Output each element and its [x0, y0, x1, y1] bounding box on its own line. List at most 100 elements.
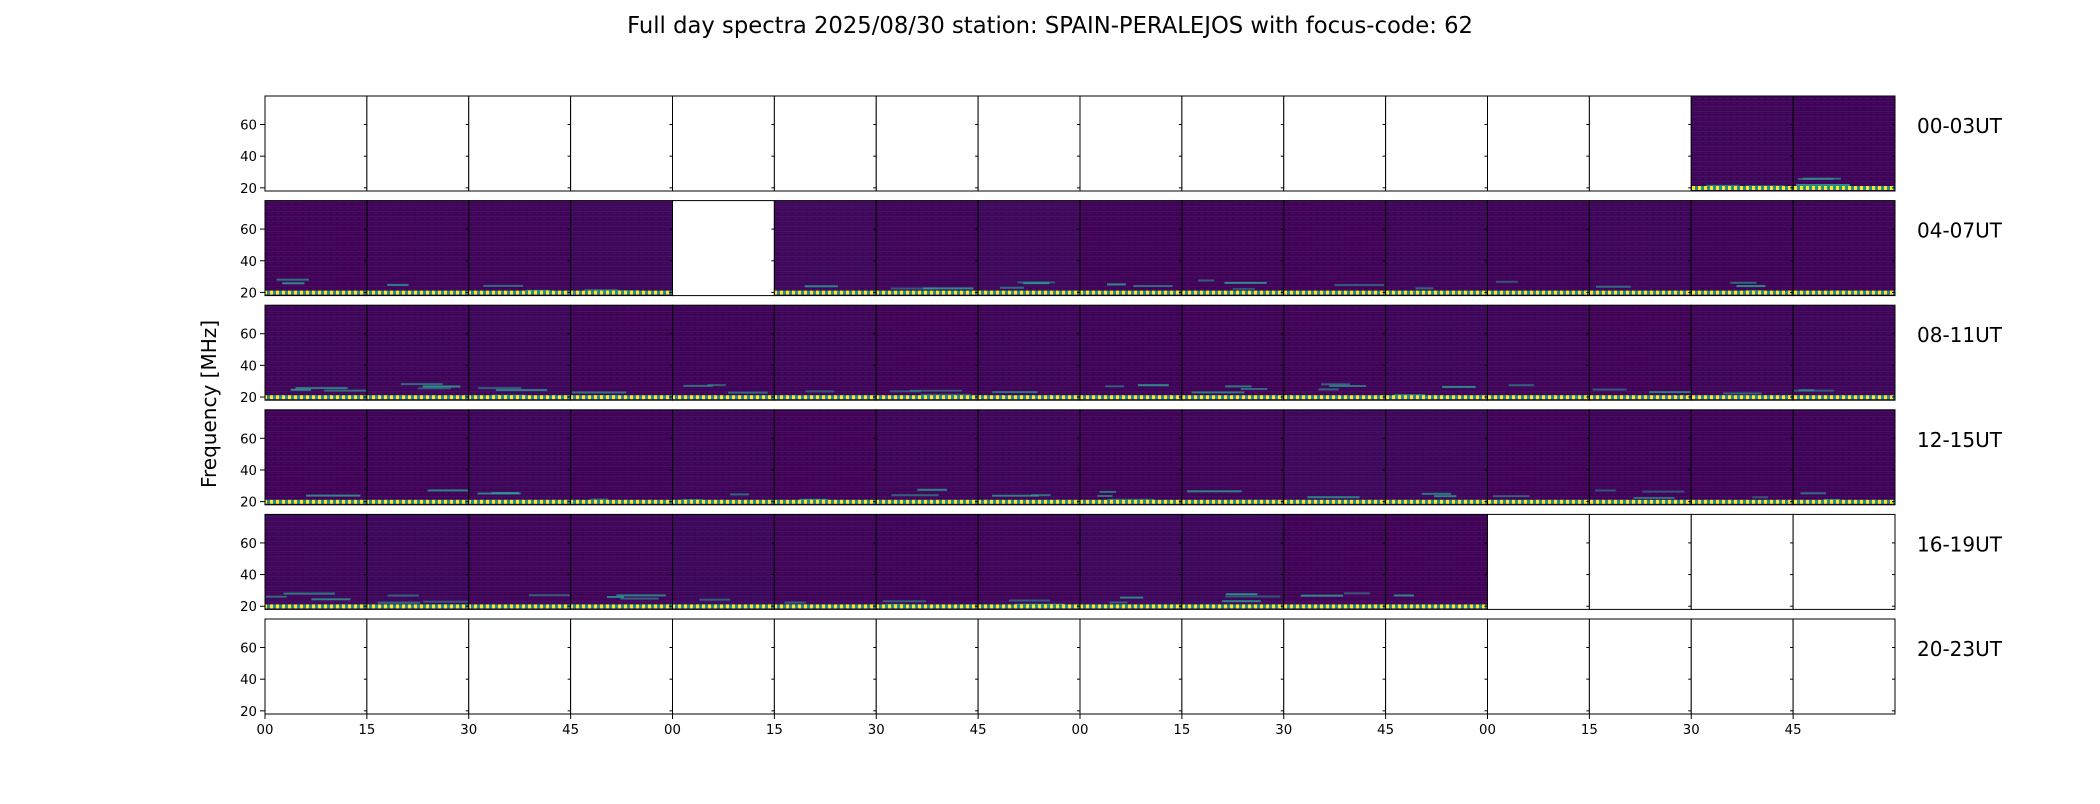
spectrum-heatmap [1080, 409, 1182, 505]
band-marker [1080, 499, 1182, 504]
emission-streak [1493, 495, 1530, 498]
band-marker [1385, 395, 1488, 400]
emission-streak [1802, 177, 1841, 180]
spectrum-tint [468, 305, 571, 401]
spectra-row: 20 40 60 12-15UT [240, 409, 2003, 511]
emission-streak [1415, 287, 1434, 290]
spectrum-heatmap [1691, 200, 1794, 296]
spectrum-panel [1079, 95, 1183, 192]
spectrum-heatmap [1487, 409, 1590, 505]
spectrum-panel [1181, 95, 1285, 192]
emission-streak [417, 387, 451, 390]
spectrum-panel [773, 513, 877, 610]
spectrum-panel [1792, 618, 1896, 715]
empty-panel [366, 619, 469, 714]
spectrum-panel [264, 304, 368, 401]
band-marker [672, 395, 775, 400]
spectrum-heatmap [366, 200, 469, 296]
empty-panel [1283, 96, 1386, 191]
emission-streak [1240, 388, 1268, 390]
y-tick-label: 60 [240, 537, 257, 552]
empty-panel [672, 619, 775, 714]
band-marker [876, 499, 979, 504]
emission-streak [923, 287, 974, 290]
x-tick-label: 45 [562, 723, 579, 738]
band-marker [1181, 604, 1284, 609]
spectrum-panel [1487, 95, 1590, 192]
emission-streak [1642, 490, 1685, 493]
band-marker [366, 290, 469, 295]
spectrum-panel [1487, 513, 1590, 610]
spectrum-heatmap [1487, 305, 1590, 401]
row-time-label: 08-11UT [1917, 323, 2003, 347]
band-marker [265, 499, 367, 504]
emission-streak [707, 384, 726, 387]
emission-streak [1334, 284, 1385, 286]
emission-streak [283, 592, 335, 595]
emission-streak [1109, 601, 1128, 604]
chart-title: Full day spectra 2025/08/30 station: SPA… [627, 13, 1473, 39]
spectrum-heatmap [1691, 409, 1794, 505]
emission-streak [1307, 496, 1360, 499]
spectrum-panel [875, 513, 979, 610]
emission-streak [1191, 391, 1245, 394]
band-marker [1691, 186, 1794, 190]
emission-streak [571, 391, 627, 394]
spectrum-panel [1385, 618, 1488, 715]
band-marker [265, 290, 367, 295]
spectrum-heatmap [1691, 305, 1794, 401]
band-marker [366, 604, 469, 609]
spectrum-tint [978, 305, 1080, 401]
band-marker [1793, 395, 1895, 400]
emission-streak [1097, 495, 1113, 497]
emission-streak [1133, 285, 1173, 288]
emission-streak [1800, 492, 1826, 495]
spectrum-panel [1690, 513, 1794, 610]
emission-streak [1596, 285, 1631, 288]
spectrum-panel [468, 304, 572, 401]
spectrum-panel [1385, 200, 1488, 297]
emission-streak [882, 600, 926, 603]
emission-streak [890, 287, 937, 290]
emission-streak [1232, 287, 1255, 290]
spectrum-heatmap [774, 305, 877, 401]
emission-streak [889, 390, 922, 393]
empty-panel [1487, 619, 1590, 714]
empty-panel [468, 96, 571, 191]
emission-streak [265, 595, 287, 598]
spectrum-panel [468, 618, 572, 715]
x-tick-label: 00 [664, 723, 681, 738]
spectrum-tint [1589, 409, 1692, 505]
spectrum-panel [1385, 304, 1488, 401]
x-tick-label: 15 [358, 723, 375, 738]
spectrum-tint [978, 514, 1080, 610]
spectrum-panel [875, 95, 979, 192]
y-tick-label: 60 [240, 119, 257, 134]
emission-streak [1421, 492, 1451, 495]
spectrum-panel [366, 513, 470, 610]
empty-panel [366, 96, 469, 191]
emission-streak [1434, 495, 1457, 498]
emission-streak [1099, 490, 1117, 493]
emission-streak [1107, 283, 1126, 286]
band-marker [1487, 290, 1590, 295]
emission-streak [1343, 592, 1370, 595]
x-tick-label: 30 [460, 723, 477, 738]
spectrum-panel [1792, 513, 1896, 610]
band-marker [1283, 290, 1386, 295]
spectrum-tint [1589, 305, 1692, 401]
emission-streak [276, 278, 309, 281]
spectrum-tint [265, 409, 367, 505]
x-tick-label: 00 [1479, 723, 1496, 738]
spectrum-panel [1181, 513, 1285, 610]
band-marker [1181, 499, 1284, 504]
emission-streak [590, 498, 609, 501]
empty-panel [265, 619, 367, 714]
spectrum-heatmap [1080, 200, 1182, 296]
row-time-label: 12-15UT [1917, 428, 2003, 452]
emission-streak [730, 493, 749, 496]
empty-panel [672, 96, 775, 191]
band-marker [366, 395, 469, 400]
